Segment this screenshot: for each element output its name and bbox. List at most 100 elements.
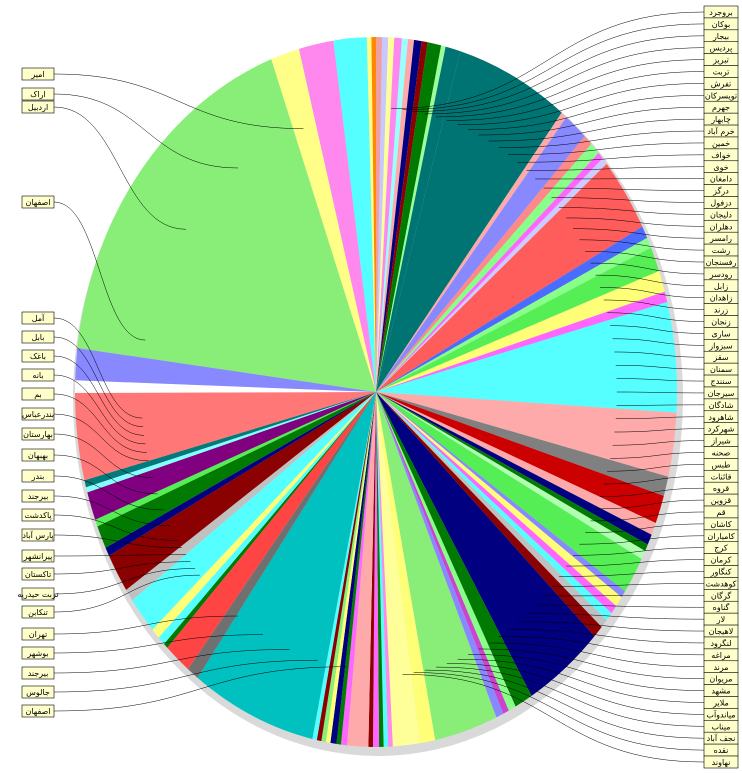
- pie-slice: [152, 392, 376, 638]
- pie-slice: [77, 59, 376, 393]
- legend-label: لار: [703, 612, 739, 626]
- label-text: دلیجان: [710, 210, 732, 219]
- legend-label: پاکدشت: [21, 508, 55, 522]
- pie-slice: [316, 392, 376, 742]
- label-box: [21, 87, 55, 101]
- leader-line: [603, 476, 705, 485]
- legend-label: باغک: [21, 349, 55, 363]
- label-text: تهران: [29, 630, 47, 639]
- leader-line: [53, 534, 182, 548]
- leader-line: [53, 475, 164, 511]
- leader-line: [566, 559, 705, 567]
- legend-label: جالوس: [21, 685, 55, 699]
- label-text: بیرجند: [28, 492, 49, 501]
- legend-label: زاهدان: [703, 291, 739, 305]
- label-text: بهبهان: [28, 451, 48, 460]
- pie-slice: [163, 392, 376, 648]
- leader-line: [559, 207, 705, 215]
- legend-label: تبریز: [703, 53, 739, 66]
- leader-line: [457, 83, 705, 126]
- legend-label: تربت: [703, 65, 739, 78]
- legend-label: صحنه: [703, 446, 739, 459]
- label-text: بانه: [32, 371, 43, 380]
- legend-label: خوی: [703, 160, 739, 174]
- leader-line: [391, 11, 705, 109]
- leader-line: [53, 666, 347, 712]
- legend-label: تاکستان: [21, 567, 55, 581]
- legend-label: بیجار: [703, 29, 739, 43]
- label-box: [21, 489, 55, 503]
- legend-label: کنگاور: [703, 565, 739, 578]
- leader-line: [53, 374, 146, 445]
- legend-label: نجف آباد: [703, 731, 739, 745]
- pie-slice: [376, 392, 612, 621]
- legend-label: پردیس: [703, 41, 739, 55]
- label-text: شهرکرد: [708, 425, 735, 434]
- leader-line: [579, 535, 705, 545]
- legend-label: تربت حیدریه: [17, 587, 59, 601]
- pie-slice: [376, 51, 562, 393]
- pie-slice: [347, 392, 376, 747]
- legend-label: بوکان: [703, 17, 739, 31]
- leader-line: [517, 154, 705, 163]
- pie-slice: [376, 392, 646, 559]
- leader-line: [488, 642, 705, 668]
- pie-slice: [312, 392, 376, 741]
- pie-slice: [376, 45, 446, 393]
- pie-slice: [376, 392, 516, 711]
- legend-label: کاشان: [703, 517, 739, 531]
- leader-line: [53, 201, 146, 341]
- pie-slice: [376, 143, 599, 392]
- leader-line: [53, 106, 187, 230]
- label-box: [21, 330, 55, 344]
- label-box: [21, 549, 55, 563]
- legend-label: تنکابن: [21, 605, 55, 619]
- label-text: سنندج: [711, 377, 732, 386]
- leader-line: [53, 433, 153, 478]
- label-text: بم: [34, 390, 42, 399]
- leader-line: [615, 416, 705, 419]
- label-text: آمل: [32, 313, 45, 323]
- label-text: بهارستان: [23, 430, 53, 439]
- pie-slice: [376, 392, 652, 545]
- pie-slice: [197, 392, 376, 739]
- label-text: پیرانشهر: [23, 552, 53, 561]
- leader-line: [590, 262, 705, 275]
- leader-line: [612, 440, 705, 446]
- leader-line: [573, 228, 705, 239]
- legend-label: زابل: [703, 279, 739, 293]
- legend-label: دهلران: [703, 219, 739, 233]
- pie-slice: [376, 392, 664, 524]
- label-text: زابل: [714, 282, 729, 291]
- leader-line: [612, 338, 705, 346]
- pie-slice: [376, 392, 669, 496]
- legend-label: بابل: [21, 330, 55, 344]
- pie-slice: [376, 38, 409, 392]
- leader-line: [53, 554, 187, 557]
- label-text: شاهرود: [708, 413, 733, 422]
- label-text: لار: [716, 615, 725, 624]
- leader-line: [53, 659, 318, 693]
- label-text: درگز: [712, 186, 729, 196]
- pie-slice: [376, 392, 648, 551]
- pie-slice: [376, 117, 585, 393]
- pie-slice: [333, 37, 376, 392]
- pie-slice: [376, 37, 395, 392]
- pie-slice: [376, 392, 626, 598]
- legend-label: تفرش: [703, 77, 739, 90]
- pie-slice: [376, 46, 461, 392]
- legend-label: بیرجند: [21, 489, 55, 503]
- label-text: خواف: [711, 151, 731, 160]
- legend-label: دامغان: [703, 172, 739, 185]
- label-box: [21, 685, 55, 699]
- label-text: رفسنجان: [706, 258, 737, 267]
- label-text: کاشان: [710, 520, 731, 529]
- leader-line: [413, 672, 705, 751]
- leader-line: [559, 571, 705, 577]
- legend-label: خرم آباد: [703, 124, 739, 138]
- label-text: طبس: [712, 460, 731, 469]
- left-legend-labels: امیر اراک اردبیل اصفهان آمل بابل باغک بانه بم بند…: [17, 67, 59, 718]
- label-text: نهاوند: [712, 758, 731, 767]
- legend-label: زرند: [703, 303, 739, 316]
- label-text: تویسرکان: [705, 91, 737, 100]
